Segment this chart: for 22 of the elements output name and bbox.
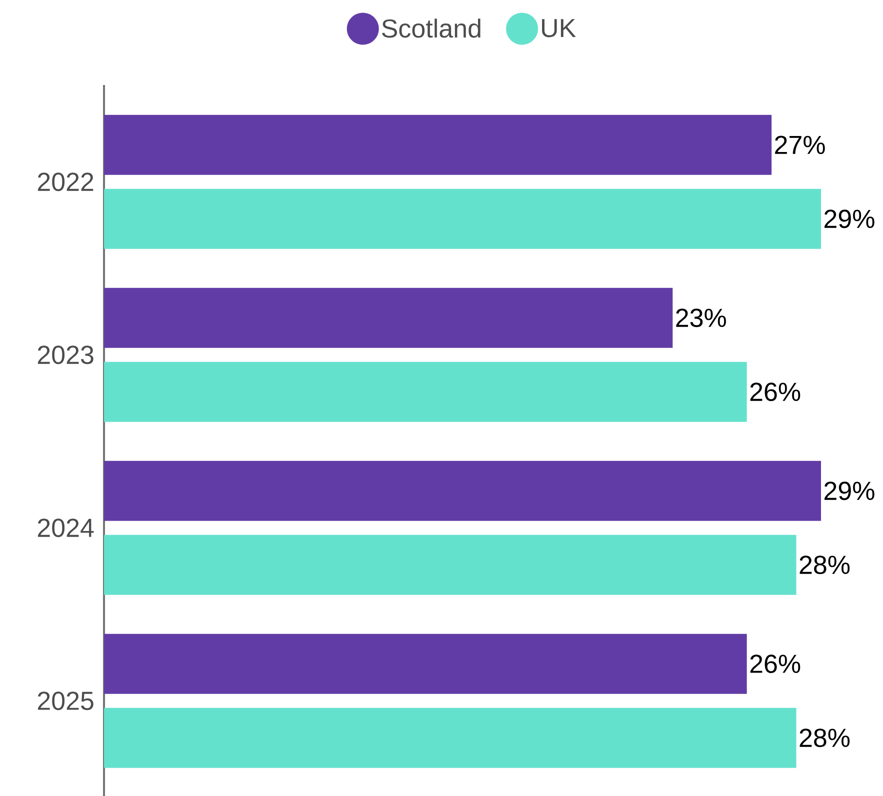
y-tick-label: 2024	[38, 518, 94, 538]
data-label: 28%	[800, 728, 850, 748]
bar	[104, 188, 822, 249]
bar	[104, 362, 747, 422]
bar	[104, 288, 673, 348]
bar	[104, 534, 796, 595]
data-label: 29%	[824, 482, 874, 500]
data-label: 26%	[750, 382, 800, 402]
legend-label: Scotland	[382, 18, 480, 38]
bar	[104, 634, 747, 694]
data-label: 26%	[750, 654, 800, 674]
bar	[104, 708, 796, 768]
data-label: 29%	[824, 210, 874, 228]
y-tick-label: 2025	[38, 692, 94, 710]
bar	[104, 460, 822, 521]
y-tick-label: 2023	[38, 346, 94, 364]
y-tick-label: 2022	[38, 172, 94, 192]
legend-label: UK	[542, 19, 576, 38]
data-label: 28%	[800, 556, 850, 574]
data-label: 23%	[676, 308, 726, 328]
bar	[104, 114, 772, 175]
data-label: 27%	[775, 136, 825, 154]
